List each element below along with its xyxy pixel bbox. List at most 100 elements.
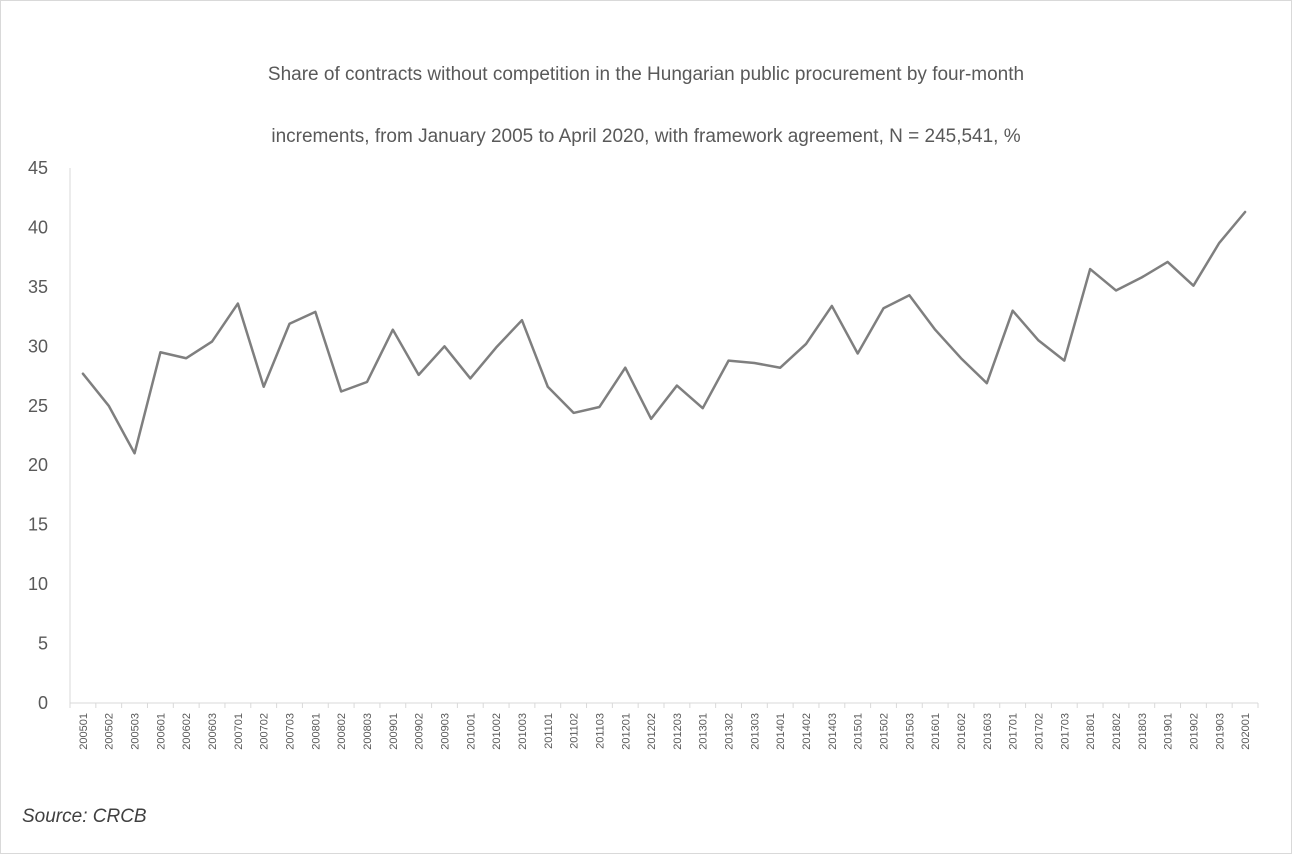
x-tick-label: 201201 <box>620 713 632 750</box>
data-point <box>1011 309 1015 313</box>
x-tick-label: 201903 <box>1214 713 1226 750</box>
x-tick-label: 201601 <box>930 713 942 750</box>
data-point <box>623 366 627 370</box>
y-tick-label: 45 <box>28 158 48 178</box>
x-tick-label: 201203 <box>672 713 684 750</box>
data-point <box>391 328 395 332</box>
x-tick-label: 201401 <box>775 713 787 750</box>
data-point <box>1166 260 1170 264</box>
data-point <box>210 340 214 344</box>
x-tick-label: 201102 <box>569 713 581 749</box>
data-point <box>1140 275 1144 279</box>
chart-title: Share of contracts without competition i… <box>0 28 1292 183</box>
x-tick-label: 201703 <box>1059 713 1071 750</box>
data-point <box>804 342 808 346</box>
y-tick-label: 30 <box>28 336 48 356</box>
data-point <box>1036 338 1040 342</box>
x-tick-label: 201502 <box>879 713 891 750</box>
data-point <box>1191 284 1195 288</box>
x-tick-label: 200902 <box>414 713 426 750</box>
data-point <box>184 356 188 360</box>
data-point <box>752 361 756 365</box>
data-point <box>158 350 162 354</box>
x-tick-label: 200502 <box>104 713 116 750</box>
x-tick-label: 201103 <box>594 713 606 749</box>
data-point <box>1062 359 1066 363</box>
x-tick-label: 201801 <box>1085 713 1097 750</box>
x-tick-label: 201003 <box>517 713 529 750</box>
y-tick-label: 25 <box>28 396 48 416</box>
data-point <box>236 302 240 306</box>
x-tick-label: 201602 <box>956 713 968 750</box>
x-tick-label: 200901 <box>388 713 400 750</box>
data-point <box>1243 210 1247 214</box>
x-tick-label: 200603 <box>207 713 219 750</box>
data-point <box>572 411 576 415</box>
data-point <box>985 381 989 385</box>
data-point <box>701 406 705 410</box>
x-tick-label: 200803 <box>362 713 374 750</box>
data-point <box>468 376 472 380</box>
x-tick-label: 201301 <box>698 713 710 750</box>
data-point <box>856 351 860 355</box>
data-point <box>1088 267 1092 271</box>
data-point <box>933 328 937 332</box>
data-point <box>1114 288 1118 292</box>
data-point <box>365 380 369 384</box>
x-tick-label: 201503 <box>904 713 916 750</box>
data-point <box>1217 241 1221 245</box>
chart-title-line-1: Share of contracts without competition i… <box>267 64 1025 85</box>
x-tick-label: 200802 <box>336 713 348 750</box>
data-point <box>778 366 782 370</box>
data-point <box>442 344 446 348</box>
data-point <box>520 318 524 322</box>
x-tick-label: 201902 <box>1188 713 1200 750</box>
x-tick-label: 202001 <box>1240 713 1252 750</box>
x-tick-label: 201802 <box>1111 713 1123 750</box>
x-tick-label: 201302 <box>724 713 736 750</box>
data-point <box>133 451 137 455</box>
x-tick-label: 201002 <box>491 713 503 750</box>
data-point <box>417 373 421 377</box>
x-tick-label: 201403 <box>827 713 839 750</box>
x-tick-label: 201701 <box>1008 713 1020 750</box>
x-tick-label: 201101 <box>543 713 555 749</box>
y-tick-label: 20 <box>28 455 48 475</box>
data-point <box>288 322 292 326</box>
data-point <box>649 417 653 421</box>
data-point <box>959 356 963 360</box>
data-point <box>107 404 111 408</box>
data-point <box>727 359 731 363</box>
data-point <box>675 384 679 388</box>
x-tick-label: 200501 <box>78 713 90 750</box>
x-tick-label: 201901 <box>1163 713 1175 750</box>
x-tick-label: 200703 <box>285 713 297 750</box>
x-tick-label: 200903 <box>439 713 451 750</box>
data-point <box>597 405 601 409</box>
y-tick-label: 35 <box>28 277 48 297</box>
data-point <box>339 390 343 394</box>
data-point <box>494 346 498 350</box>
y-tick-label: 15 <box>28 515 48 535</box>
data-point <box>313 310 317 314</box>
data-point <box>262 385 266 389</box>
x-tick-label: 201303 <box>749 713 761 750</box>
x-tick-label: 201803 <box>1137 713 1149 750</box>
source-note: Source: CRCB <box>22 806 147 827</box>
x-tick-label: 200801 <box>310 713 322 750</box>
data-point <box>907 293 911 297</box>
data-point <box>81 372 85 376</box>
series-line <box>81 210 1247 455</box>
y-tick-label: 40 <box>28 217 48 237</box>
y-tick-label: 10 <box>28 574 48 594</box>
x-tick-label: 201202 <box>646 713 658 750</box>
x-tick-label: 200701 <box>233 713 245 750</box>
data-point <box>882 306 886 310</box>
chart-title-line-2: increments, from January 2005 to April 2… <box>271 126 1021 147</box>
x-tick-label: 200503 <box>130 713 142 750</box>
x-tick-label: 201702 <box>1033 713 1045 750</box>
x-tick-label: 200601 <box>155 713 167 750</box>
x-tick-label: 200602 <box>181 713 193 750</box>
